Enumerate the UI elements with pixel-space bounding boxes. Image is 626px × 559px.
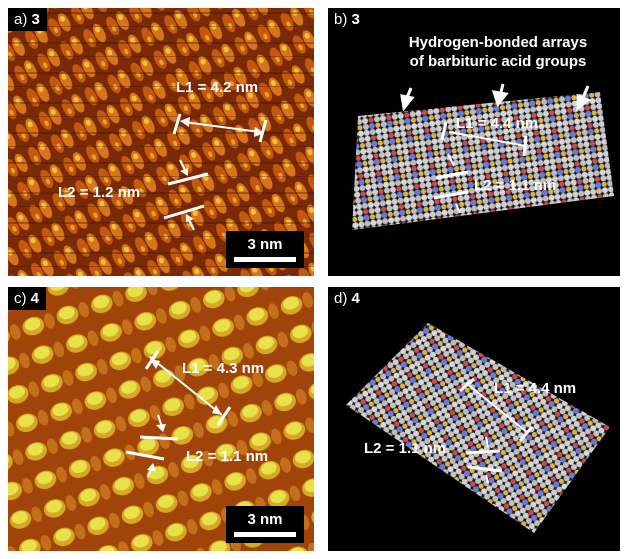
stm-image-panel-a: a) 3 L1 = 4.2 nm L2 = 1.2 nm 3 nm	[8, 8, 314, 276]
panel-b-title: Hydrogen-bonded arrays of barbituric aci…	[368, 33, 620, 71]
panel-label-b: b) 3	[334, 11, 360, 28]
l2-label-c: L2 = 1.1 nm	[186, 448, 269, 465]
l1-label-d: L1 = 4.4 nm	[494, 380, 577, 397]
stm-image-panel-c: c) 4 L1 = 4.3 nm L2 = 1.1 nm 3 nm	[8, 287, 314, 551]
panel-b-title-line1: Hydrogen-bonded arrays	[408, 34, 588, 51]
stm-image-a	[8, 8, 314, 276]
l2-label-a: L2 = 1.2 nm	[58, 184, 141, 201]
l1-label-b: L1 = 4.4 nm	[456, 115, 539, 132]
l2-label-d: L2 = 1.1 nm	[364, 440, 447, 457]
scale-bar-c: 3 nm	[226, 506, 304, 543]
l1-label-c: L1 = 4.3 nm	[182, 360, 265, 377]
l1-label-a: L1 = 4.2 nm	[176, 79, 259, 96]
scale-bar-line-c	[234, 532, 296, 537]
scale-bar-label-a: 3 nm	[247, 236, 283, 253]
model-panel-b: b) 3 Hydrogen-bonded arrays of barbituri…	[328, 8, 620, 276]
panel-b-title-line2: of barbituric acid groups	[409, 53, 587, 70]
scale-bar-line-a	[234, 257, 296, 262]
panel-label-a: a) 3	[8, 8, 47, 31]
l2-label-b: L2 = 1.1 nm	[474, 177, 557, 194]
panel-label-c: c) 4	[8, 287, 47, 310]
model-panel-d: d) 4 L1 = 4.4 nm L2 = 1.1 nm	[328, 287, 620, 551]
molecular-model-b	[352, 83, 614, 230]
scale-bar-label-c: 3 nm	[247, 511, 283, 528]
scale-bar-a: 3 nm	[226, 231, 304, 268]
panel-label-d: d) 4	[334, 290, 360, 307]
molecular-model-d	[346, 323, 610, 533]
